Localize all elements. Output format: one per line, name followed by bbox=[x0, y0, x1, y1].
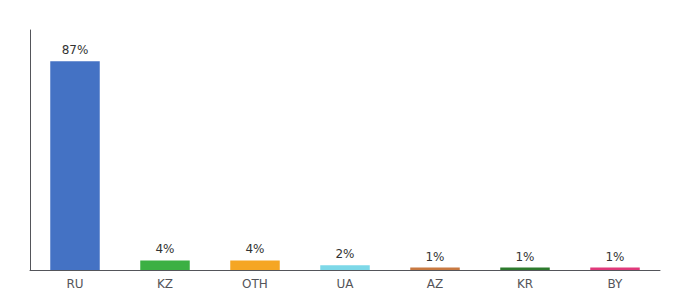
svg-text:4%: 4% bbox=[245, 242, 264, 256]
svg-text:RU: RU bbox=[66, 277, 83, 291]
svg-text:OTH: OTH bbox=[242, 277, 268, 291]
svg-text:AZ: AZ bbox=[427, 277, 443, 291]
svg-text:KR: KR bbox=[517, 277, 533, 291]
svg-text:1%: 1% bbox=[425, 250, 444, 264]
svg-text:1%: 1% bbox=[605, 250, 624, 264]
svg-text:UA: UA bbox=[337, 277, 355, 291]
svg-text:KZ: KZ bbox=[157, 277, 173, 291]
svg-text:87%: 87% bbox=[62, 43, 89, 57]
svg-text:4%: 4% bbox=[155, 242, 174, 256]
svg-text:1%: 1% bbox=[515, 250, 534, 264]
svg-text:2%: 2% bbox=[335, 247, 354, 261]
svg-text:BY: BY bbox=[608, 277, 624, 291]
